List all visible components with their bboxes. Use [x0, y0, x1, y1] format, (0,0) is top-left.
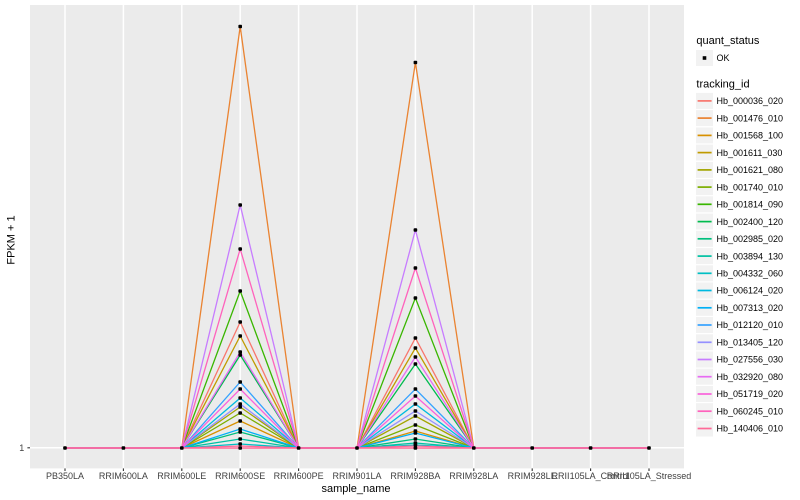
svg-text:Hb_027556_030: Hb_027556_030 — [717, 355, 784, 365]
svg-text:PB350LA: PB350LA — [46, 471, 84, 481]
svg-text:RRII105LA_Control: RRII105LA_Control — [552, 471, 630, 481]
svg-text:Hb_013405_120: Hb_013405_120 — [717, 338, 784, 348]
svg-text:Hb_001740_010: Hb_001740_010 — [717, 182, 784, 192]
svg-text:1: 1 — [19, 443, 24, 453]
svg-text:Hb_003894_130: Hb_003894_130 — [717, 251, 784, 261]
svg-text:FPKM + 1: FPKM + 1 — [6, 215, 18, 264]
svg-text:RRIM928LA: RRIM928LA — [449, 471, 498, 481]
svg-text:Hb_140406_010: Hb_140406_010 — [717, 424, 784, 434]
svg-text:RRIM600PE: RRIM600PE — [274, 471, 324, 481]
svg-text:Hb_012120_010: Hb_012120_010 — [717, 320, 784, 330]
svg-text:Hb_006124_020: Hb_006124_020 — [717, 286, 784, 296]
svg-text:Hb_001568_100: Hb_001568_100 — [717, 131, 784, 141]
svg-text:Hb_002400_120: Hb_002400_120 — [717, 217, 784, 227]
svg-text:RRIM928BA: RRIM928BA — [390, 471, 440, 481]
svg-text:tracking_id: tracking_id — [696, 79, 749, 91]
svg-text:RRIM901LA: RRIM901LA — [332, 471, 381, 481]
svg-text:RRIM600LE: RRIM600LE — [157, 471, 206, 481]
svg-text:RRIM928LE: RRIM928LE — [508, 471, 557, 481]
svg-text:Hb_001611_030: Hb_001611_030 — [717, 148, 783, 158]
svg-text:RRIM600SE: RRIM600SE — [215, 471, 265, 481]
svg-text:Hb_004332_060: Hb_004332_060 — [717, 269, 784, 279]
svg-text:sample_name: sample_name — [321, 483, 390, 495]
svg-text:OK: OK — [717, 53, 730, 63]
svg-text:quant_status: quant_status — [696, 35, 759, 47]
svg-text:Hb_001814_090: Hb_001814_090 — [717, 200, 784, 210]
svg-text:Hb_002985_020: Hb_002985_020 — [717, 234, 784, 244]
svg-text:Hb_060245_010: Hb_060245_010 — [717, 406, 784, 416]
svg-text:Hb_051719_020: Hb_051719_020 — [717, 389, 784, 399]
svg-text:RRIM600LA: RRIM600LA — [99, 471, 148, 481]
svg-text:Hb_032920_080: Hb_032920_080 — [717, 372, 784, 382]
svg-text:RRII105LA_Stressed: RRII105LA_Stressed — [607, 471, 692, 481]
svg-text:Hb_001621_080: Hb_001621_080 — [717, 165, 784, 175]
svg-text:Hb_001476_010: Hb_001476_010 — [717, 113, 784, 123]
svg-text:Hb_007313_020: Hb_007313_020 — [717, 303, 784, 313]
svg-text:Hb_000036_020: Hb_000036_020 — [717, 96, 784, 106]
